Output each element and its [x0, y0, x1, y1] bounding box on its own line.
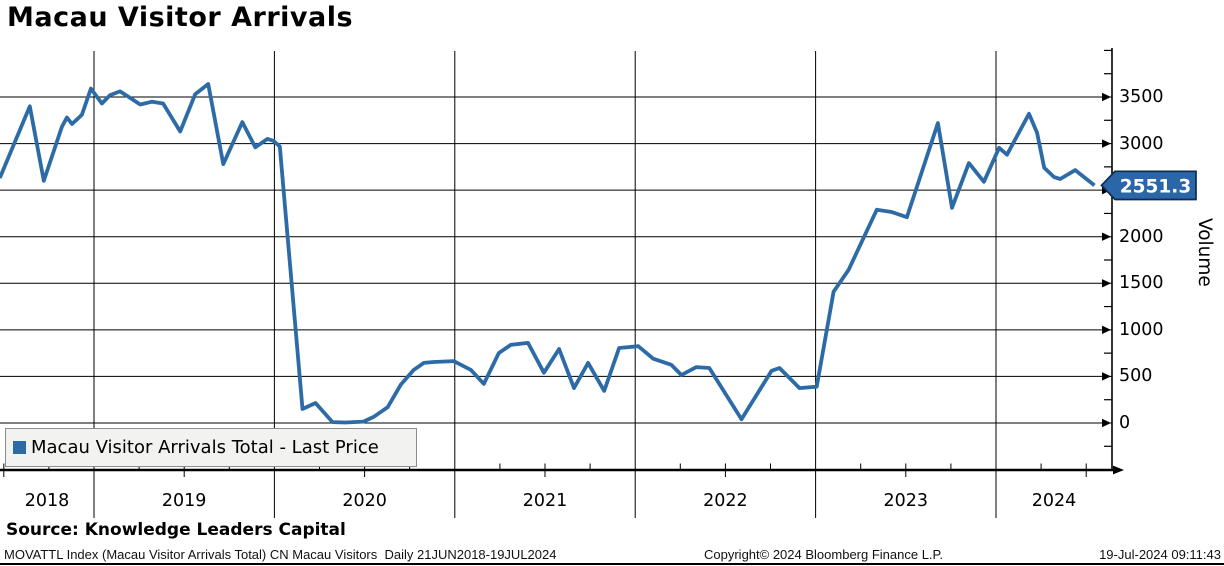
legend-series-swatch — [13, 441, 26, 454]
index-description: MOVATTL Index (Macau Visitor Arrivals To… — [4, 547, 557, 562]
x-tick-label: 2019 — [161, 491, 207, 511]
page-title: Macau Visitor Arrivals — [7, 2, 354, 33]
y-tick-label: 3000 — [1119, 133, 1164, 154]
x-tick-label: 2022 — [703, 491, 748, 511]
x-tick-label: 2023 — [883, 491, 929, 511]
y-tick-label: 1500 — [1119, 273, 1164, 294]
y-tick-label: 3500 — [1119, 87, 1164, 107]
legend: Macau Visitor Arrivals Total - Last Pric… — [5, 428, 417, 467]
bottom-divider — [0, 563, 1224, 565]
y-tick-label: 2000 — [1119, 226, 1164, 247]
source-credit: Source: Knowledge Leaders Capital — [6, 520, 346, 540]
x-tick-label: 2020 — [342, 491, 387, 511]
line-chart: 2551.3 — [0, 48, 1197, 518]
price-line — [0, 82, 1096, 425]
x-tick-label: 2021 — [522, 491, 568, 511]
y-tick-label: 1000 — [1119, 319, 1164, 340]
x-tick-label: 2024 — [1031, 491, 1077, 511]
y-axis-title: Volume — [1194, 218, 1215, 287]
last-price-badge-label: 2551.3 — [1120, 177, 1191, 198]
x-tick-label: 2018 — [24, 491, 70, 511]
y-tick-label: 0 — [1119, 413, 1131, 433]
grid-layer — [0, 51, 1112, 518]
copyright-notice: Copyright© 2024 Bloomberg Finance L.P. — [704, 547, 944, 562]
y-tick-label: 500 — [1119, 366, 1153, 387]
last-price-badge-shape — [1100, 170, 1197, 201]
legend-series-label: Macau Visitor Arrivals Total - Last Pric… — [31, 437, 379, 458]
axis-layer — [0, 48, 1124, 477]
last-price-badge: 2551.3 — [1100, 170, 1197, 201]
timestamp: 19-Jul-2024 09:11:43 — [1099, 547, 1221, 562]
